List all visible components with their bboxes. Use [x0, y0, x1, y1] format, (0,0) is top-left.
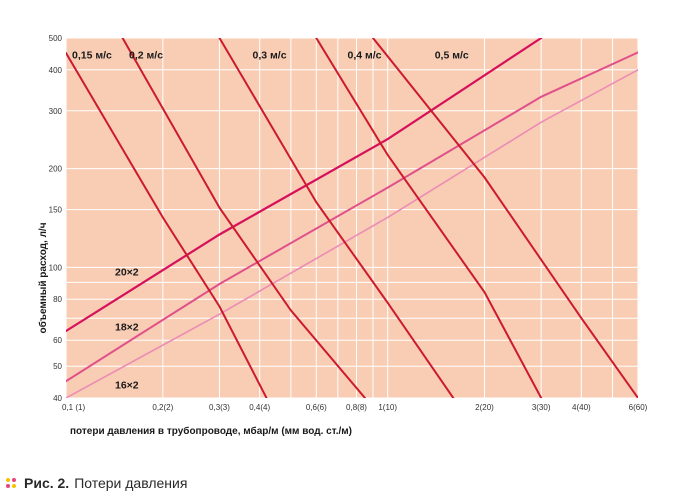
x-tick-label: 6(60) — [629, 403, 648, 412]
pressure-loss-chart: 0,1 (1) 0,2(2) 0,3(3) 0,4(4) 0,6(6) 0,8(8) 1(1… — [37, 34, 648, 437]
velocity-label: 0,15 м/с — [72, 50, 112, 62]
y-tick-label: 400 — [49, 66, 63, 75]
pipe-size-label: 20×2 — [115, 267, 139, 279]
x-axis-title: потери давления в трубопроводе, мбар/м (… — [70, 425, 352, 437]
pipe-line-18-2 — [66, 51, 638, 383]
caption-dot — [6, 484, 10, 488]
y-tick-label: 100 — [49, 263, 63, 272]
caption-dots-icon — [6, 478, 16, 488]
y-tick-label: 200 — [49, 165, 63, 174]
x-tick-label: 4(40) — [572, 403, 591, 412]
y-tick-label: 50 — [53, 362, 62, 371]
velocity-line-0-4 — [315, 38, 543, 398]
velocity-label: 0,3 м/с — [253, 50, 287, 62]
velocity-line-0-5 — [372, 38, 638, 398]
plot-area: 0,1 (1) 0,2(2) 0,3(3) 0,4(4) 0,6(6) 0,8(8) 1(1… — [49, 34, 648, 412]
velocity-label: 0,2 м/с — [129, 50, 163, 62]
velocity-line-0-2 — [121, 38, 366, 398]
x-tick-label: 2(20) — [475, 403, 494, 412]
velocity-line-0-3 — [218, 38, 455, 398]
y-tick-label: 150 — [49, 206, 63, 215]
velocity-line-0-15 — [66, 52, 268, 398]
caption-dot — [6, 478, 10, 482]
x-tick-label: 0,6(6) — [306, 403, 327, 412]
pipe-size-label: 18×2 — [115, 322, 139, 334]
x-tick-label: 0,4(4) — [249, 403, 270, 412]
x-tick-label: 0,1 (1) — [62, 403, 85, 412]
caption-dot — [12, 478, 16, 482]
velocity-label: 0,5 м/с — [435, 50, 469, 62]
x-tick-label: 0,2(2) — [152, 403, 173, 412]
y-tick-label: 300 — [49, 107, 63, 116]
y-tick-label: 500 — [49, 34, 63, 43]
figure-caption: Рис. 2. Потери давления — [2, 474, 187, 492]
x-tick-label: 0,3(3) — [209, 403, 230, 412]
y-tick-label: 80 — [53, 295, 62, 304]
x-tick-label: 1(10) — [378, 403, 397, 412]
y-axis-title: объемный расход, л/ч — [37, 222, 49, 333]
pipe-size-label: 16×2 — [115, 379, 139, 391]
caption-label: Рис. 2. — [24, 475, 70, 491]
pipe-line-16-2 — [66, 69, 638, 398]
y-tick-label: 60 — [53, 336, 62, 345]
x-tick-label: 3(30) — [532, 403, 551, 412]
velocity-label: 0,4 м/с — [347, 50, 381, 62]
y-tick-label: 40 — [53, 394, 62, 403]
pipe-line-20-2 — [66, 38, 543, 333]
caption-text: Потери давления — [74, 475, 188, 491]
caption-dot — [12, 484, 16, 488]
x-tick-label: 0,8(8) — [346, 403, 367, 412]
